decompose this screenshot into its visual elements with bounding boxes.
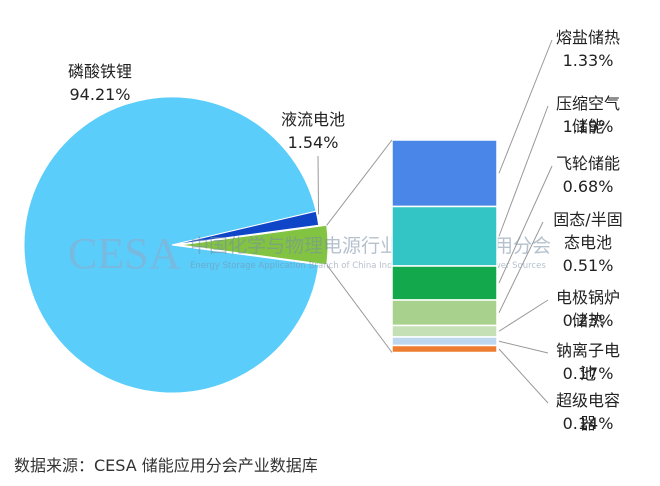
bar-category-label: 电极锅炉储热: [555, 288, 620, 330]
pie-category-label: 液流电池: [280, 110, 346, 129]
bar-category-label: 超级电容器: [555, 391, 620, 433]
pie-value-label: 1.54%: [287, 133, 339, 152]
pie-slice-other: [179, 224, 329, 266]
bar-category-label: 熔盐储热: [555, 28, 621, 47]
watermark-logo: CESA: [68, 229, 181, 278]
pie-category-label: 磷酸铁锂: [67, 62, 133, 81]
bar-category-label: 固态/半固态电池: [553, 210, 623, 252]
leader-line: [498, 299, 549, 332]
bar-segment: [391, 265, 498, 301]
bar-segment: [391, 336, 498, 347]
bar-segment: [391, 299, 498, 327]
bar-value-label: 0.23%: [562, 311, 614, 330]
bar-value-label: 0.51%: [562, 256, 614, 275]
bar-segment: [391, 139, 498, 208]
bar-segment: [391, 205, 498, 267]
bar-category-label: 压缩空气储能: [555, 94, 620, 136]
leader-line: [498, 221, 544, 313]
bar-value-label: 1.33%: [562, 51, 614, 70]
leader-line: [498, 165, 553, 284]
watermark-name-en: Energy Storage Application Branch of Chi…: [190, 261, 546, 271]
bar-segment: [391, 344, 498, 354]
pie-value-label: 94.21%: [69, 85, 131, 104]
leader-line: [498, 39, 553, 174]
pie-slice: [171, 210, 320, 246]
bar-segment: [391, 324, 498, 338]
leader-line: [498, 340, 549, 354]
leader-line: [498, 348, 549, 404]
connector: [326, 264, 393, 353]
leader-line: [317, 155, 320, 215]
bar-value-label: 0.68%: [562, 177, 614, 196]
bar-value-label: 0.14%: [562, 414, 614, 433]
bar-value-label: 0.17%: [562, 364, 614, 383]
bar-category-label: 飞轮储能: [555, 154, 621, 173]
pie-slice: [23, 96, 320, 394]
source-note: 数据来源：CESA 储能应用分会产业数据库: [14, 456, 318, 475]
bar-category-label: 钠离子电池: [555, 341, 620, 383]
leader-line: [498, 105, 549, 237]
bar-value-label: 1.19%: [562, 117, 614, 136]
connector: [326, 139, 393, 226]
